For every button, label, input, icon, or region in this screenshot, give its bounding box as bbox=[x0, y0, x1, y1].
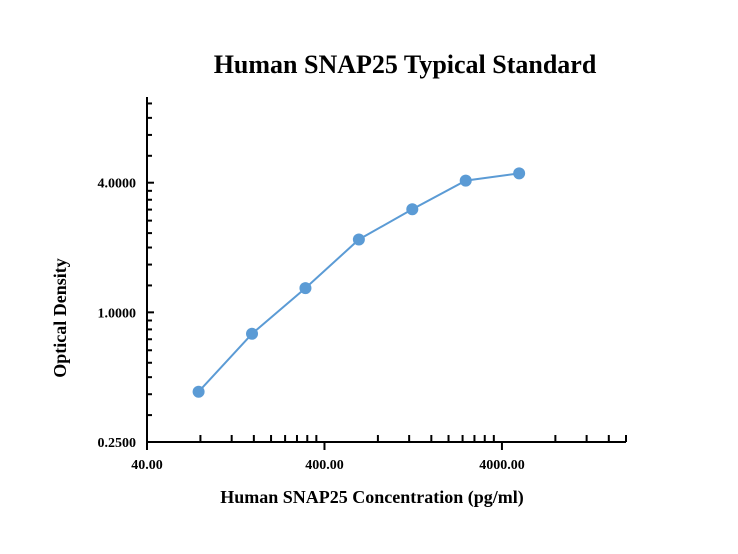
x-tick-label: 4000.00 bbox=[479, 458, 525, 473]
data-point bbox=[459, 174, 472, 187]
data-point bbox=[299, 282, 312, 295]
axes bbox=[146, 97, 627, 450]
x-tick-label: 400.00 bbox=[305, 458, 344, 473]
data-point bbox=[352, 233, 365, 246]
x-axis-label: Human SNAP25 Concentration (pg/ml) bbox=[220, 487, 524, 508]
data-point bbox=[192, 385, 205, 398]
y-tick-label: 4.0000 bbox=[98, 177, 137, 192]
x-tick-labels: 40.00 400.00 4000.00 bbox=[131, 458, 524, 473]
data-point bbox=[406, 203, 419, 216]
data-point bbox=[246, 327, 259, 340]
series bbox=[192, 167, 526, 398]
y-tick-label: 0.2500 bbox=[98, 436, 137, 451]
y-tick-labels: 0.2500 1.0000 4.0000 bbox=[98, 177, 137, 451]
y-tick-label: 1.0000 bbox=[98, 306, 137, 321]
series-line bbox=[197, 172, 520, 393]
x-tick-label: 40.00 bbox=[131, 458, 163, 473]
data-point bbox=[513, 167, 526, 180]
y-axis-label: Optical Density bbox=[50, 258, 70, 378]
chart-title: Human SNAP25 Typical Standard bbox=[214, 50, 597, 79]
